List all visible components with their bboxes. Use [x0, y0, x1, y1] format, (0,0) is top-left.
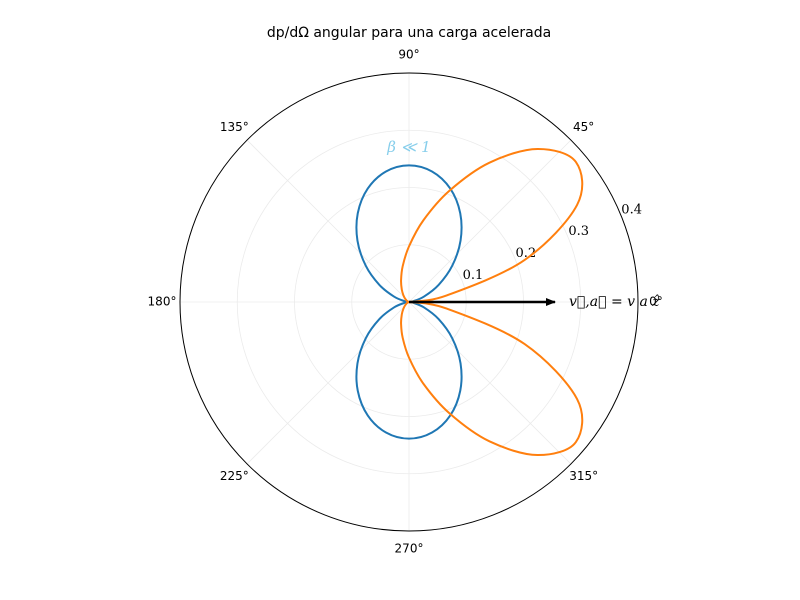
- theta-tick-label: 225°: [220, 469, 249, 483]
- grid-spoke: [246, 139, 410, 303]
- r-tick-label: 0.2: [516, 246, 537, 261]
- theta-tick-label: 0°: [649, 295, 663, 309]
- polar-frame: [179, 72, 639, 532]
- grid-spoke: [408, 139, 572, 303]
- theta-tick-label: 270°: [395, 542, 424, 556]
- theta-tick-label: 135°: [220, 120, 249, 134]
- theta-tick-label: 90°: [398, 48, 419, 62]
- theta-tick-label: 45°: [573, 120, 594, 134]
- grid-spoke: [246, 301, 410, 465]
- arrow-label: v⃗,a⃗ = v a ẑ: [569, 293, 660, 310]
- theta-tick-label: 180°: [148, 295, 177, 309]
- r-tick-label: 0.3: [568, 224, 589, 239]
- grid-spoke: [408, 301, 572, 465]
- annotation: β ≪ 1: [386, 138, 430, 156]
- r-tick-label: 0.4: [621, 202, 642, 217]
- theta-tick-label: 315°: [569, 469, 598, 483]
- r-tick-label: 0.1: [463, 268, 484, 283]
- chart-title: dp/dΩ angular para una carga acelerada: [267, 25, 551, 41]
